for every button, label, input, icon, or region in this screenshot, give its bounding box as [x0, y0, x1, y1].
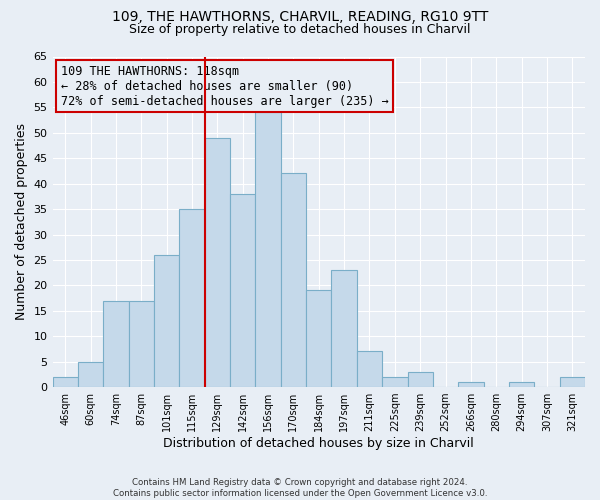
Bar: [53, 377, 78, 387]
Text: 109 THE HAWTHORNS: 118sqm
← 28% of detached houses are smaller (90)
72% of semi-: 109 THE HAWTHORNS: 118sqm ← 28% of detac…: [61, 65, 388, 108]
Bar: [103, 300, 128, 387]
X-axis label: Distribution of detached houses by size in Charvil: Distribution of detached houses by size …: [163, 437, 474, 450]
Bar: [205, 138, 230, 387]
Bar: [154, 255, 179, 387]
Bar: [281, 174, 306, 387]
Bar: [357, 352, 382, 387]
Bar: [306, 290, 331, 387]
Bar: [407, 372, 433, 387]
Text: Contains HM Land Registry data © Crown copyright and database right 2024.
Contai: Contains HM Land Registry data © Crown c…: [113, 478, 487, 498]
Bar: [179, 209, 205, 387]
Text: 109, THE HAWTHORNS, CHARVIL, READING, RG10 9TT: 109, THE HAWTHORNS, CHARVIL, READING, RG…: [112, 10, 488, 24]
Bar: [230, 194, 256, 387]
Bar: [560, 377, 585, 387]
Bar: [78, 362, 103, 387]
Bar: [382, 377, 407, 387]
Y-axis label: Number of detached properties: Number of detached properties: [15, 124, 28, 320]
Bar: [128, 300, 154, 387]
Bar: [256, 112, 281, 387]
Bar: [458, 382, 484, 387]
Text: Size of property relative to detached houses in Charvil: Size of property relative to detached ho…: [129, 22, 471, 36]
Bar: [331, 270, 357, 387]
Bar: [509, 382, 534, 387]
